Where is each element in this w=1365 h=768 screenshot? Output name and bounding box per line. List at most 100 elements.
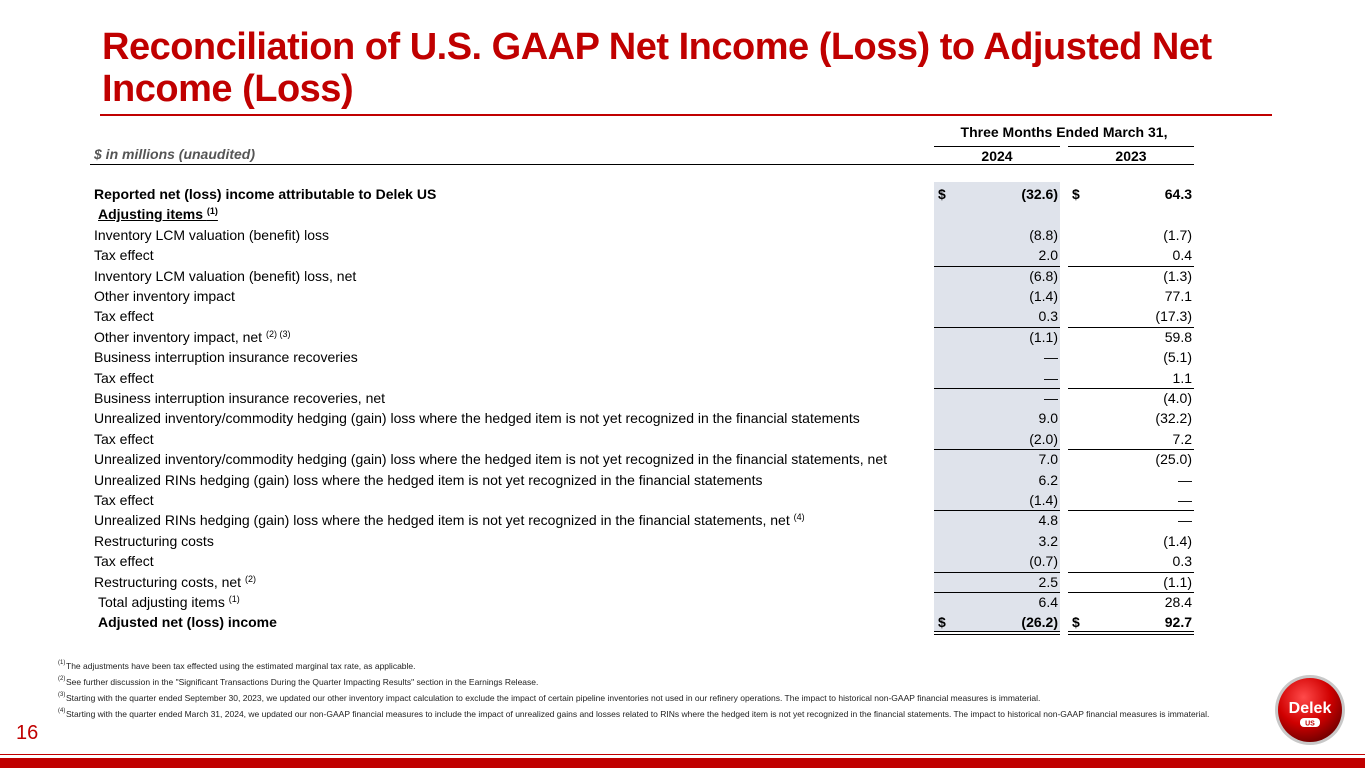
value-2024: (1.4) bbox=[1029, 492, 1058, 508]
value-2023: 0.4 bbox=[1172, 247, 1192, 264]
currency-symbol: $ bbox=[1072, 186, 1080, 202]
footnote-4: (4) Starting with the quarter ended March… bbox=[58, 708, 1210, 719]
value-2024: 7.0 bbox=[1038, 451, 1058, 468]
footnote-ref: (4) bbox=[793, 512, 805, 523]
subtotal-rule bbox=[1068, 510, 1194, 512]
value-2024: 0.3 bbox=[1038, 308, 1058, 325]
table-row: Unrealized inventory/commodity hedging (… bbox=[0, 449, 1365, 469]
subtotal-rule bbox=[934, 449, 1060, 451]
table-row: Restructuring costs, net (2) 2.5 (1.1) bbox=[0, 572, 1365, 592]
value-2023: (17.3) bbox=[1155, 308, 1192, 325]
row-label: Tax effect bbox=[94, 308, 154, 325]
row-label: Adjusting items (1) bbox=[98, 206, 218, 223]
footnote-ref: (2) bbox=[244, 573, 256, 584]
table-row: Tax effect — 1.1 bbox=[0, 368, 1365, 388]
table-row: Other inventory impact (1.4) 77.1 bbox=[0, 286, 1365, 306]
subtotal-rule bbox=[934, 571, 1060, 573]
value-2024: — bbox=[1044, 369, 1058, 386]
row-label: Other inventory impact bbox=[94, 288, 235, 304]
footnote-ref: (2) (3) bbox=[265, 328, 291, 339]
currency-symbol: $ bbox=[938, 614, 946, 631]
value-2024: 6.4 bbox=[1038, 594, 1058, 610]
value-2023: 92.7 bbox=[1164, 614, 1192, 631]
value-2023: — bbox=[1178, 512, 1192, 529]
footer-bar bbox=[0, 758, 1365, 768]
current-year-shading bbox=[934, 182, 1060, 631]
row-label: Tax effect bbox=[94, 247, 154, 264]
value-2024: (8.8) bbox=[1029, 226, 1058, 243]
value-2023: (5.1) bbox=[1163, 349, 1192, 366]
delek-logo: Delek US bbox=[1275, 675, 1345, 745]
value-2023: 59.8 bbox=[1164, 328, 1192, 345]
value-2023: 64.3 bbox=[1164, 186, 1192, 202]
table-row: Adjusting items (1) bbox=[0, 204, 1365, 224]
logo-subtext: US bbox=[1305, 721, 1315, 728]
footer-line bbox=[0, 754, 1365, 755]
table-row: Unrealized inventory/commodity hedging (… bbox=[0, 408, 1365, 428]
row-label: Unrealized inventory/commodity hedging (… bbox=[94, 410, 860, 427]
total-double-rule bbox=[934, 630, 1060, 632]
subtotal-rule bbox=[1068, 571, 1194, 573]
year-2023-header: 2023 bbox=[1068, 146, 1194, 164]
table-row: Tax effect (1.4) — bbox=[0, 490, 1365, 510]
row-label: Unrealized inventory/commodity hedging (… bbox=[94, 451, 887, 468]
table-row: Tax effect (0.7) 0.3 bbox=[0, 551, 1365, 571]
value-2023: — bbox=[1178, 471, 1192, 488]
value-2024: 9.0 bbox=[1038, 410, 1058, 427]
value-2024: (1.1) bbox=[1029, 328, 1058, 345]
value-2023: 28.4 bbox=[1164, 594, 1192, 610]
value-2024: (6.8) bbox=[1029, 267, 1058, 284]
subtotal-rule bbox=[1068, 388, 1194, 389]
row-label: Tax effect bbox=[94, 369, 154, 386]
table-row: Tax effect 2.0 0.4 bbox=[0, 245, 1365, 265]
value-2023: (4.0) bbox=[1163, 390, 1192, 406]
value-2024: (2.0) bbox=[1029, 430, 1058, 447]
row-label: Tax effect bbox=[94, 492, 154, 508]
value-2023: 1.1 bbox=[1172, 369, 1192, 386]
year-2024-header: 2024 bbox=[934, 146, 1060, 164]
subtotal-rule bbox=[1068, 326, 1194, 328]
value-2023: — bbox=[1178, 492, 1192, 508]
row-label: Business interruption insurance recoveri… bbox=[94, 390, 386, 406]
value-2024: — bbox=[1044, 349, 1058, 366]
value-2023: (25.0) bbox=[1155, 451, 1192, 468]
table-row: Business interruption insurance recoveri… bbox=[0, 388, 1365, 408]
value-2024: — bbox=[1044, 390, 1058, 406]
footnote-2: (2) See further discussion in the "Signi… bbox=[58, 676, 539, 687]
row-label: Total adjusting items (1) bbox=[98, 594, 240, 610]
value-2023: (32.2) bbox=[1155, 410, 1192, 427]
logo-text: Delek bbox=[1289, 700, 1332, 717]
total-double-rule bbox=[934, 633, 1060, 635]
row-label: Inventory LCM valuation (benefit) loss, … bbox=[94, 267, 357, 284]
row-label: Inventory LCM valuation (benefit) loss bbox=[94, 226, 329, 243]
value-2024: (1.4) bbox=[1029, 288, 1058, 304]
subtotal-rule bbox=[1068, 449, 1194, 451]
table-row: Tax effect (2.0) 7.2 bbox=[0, 429, 1365, 449]
value-2024: (26.2) bbox=[1021, 614, 1058, 631]
period-header: Three Months Ended March 31, bbox=[960, 124, 1168, 140]
row-label: Restructuring costs, net (2) bbox=[94, 573, 256, 590]
value-2023: (1.3) bbox=[1163, 267, 1192, 284]
row-label: Restructuring costs bbox=[94, 532, 214, 549]
row-label: Tax effect bbox=[94, 553, 154, 570]
units-label: $ in millions (unaudited) bbox=[94, 146, 255, 162]
footnote-ref: (1) bbox=[228, 594, 240, 604]
value-2023: 0.3 bbox=[1172, 553, 1192, 570]
subtotal-rule bbox=[934, 265, 1060, 267]
value-2024: 6.2 bbox=[1038, 471, 1058, 488]
value-2024: (0.7) bbox=[1029, 553, 1058, 570]
row-label: Adjusted net (loss) income bbox=[98, 614, 277, 631]
table-row: Total adjusting items (1) 6.4 28.4 bbox=[0, 592, 1365, 612]
value-2024: 2.5 bbox=[1038, 573, 1058, 590]
row-label: Unrealized RINs hedging (gain) loss wher… bbox=[94, 471, 763, 488]
row-label: Unrealized RINs hedging (gain) loss wher… bbox=[94, 512, 805, 529]
footnotes: (1) The adjustments have been tax effecte… bbox=[58, 660, 1268, 724]
value-2024: 3.2 bbox=[1038, 532, 1058, 549]
subtotal-rule bbox=[934, 326, 1060, 328]
table-row: Inventory LCM valuation (benefit) loss, … bbox=[0, 266, 1365, 286]
page-title: Reconciliation of U.S. GAAP Net Income (… bbox=[102, 26, 1212, 110]
value-2024: (32.6) bbox=[1021, 186, 1058, 202]
table-row: Tax effect 0.3 (17.3) bbox=[0, 306, 1365, 326]
row-label: Tax effect bbox=[94, 430, 154, 447]
row-label: Business interruption insurance recoveri… bbox=[94, 349, 358, 366]
